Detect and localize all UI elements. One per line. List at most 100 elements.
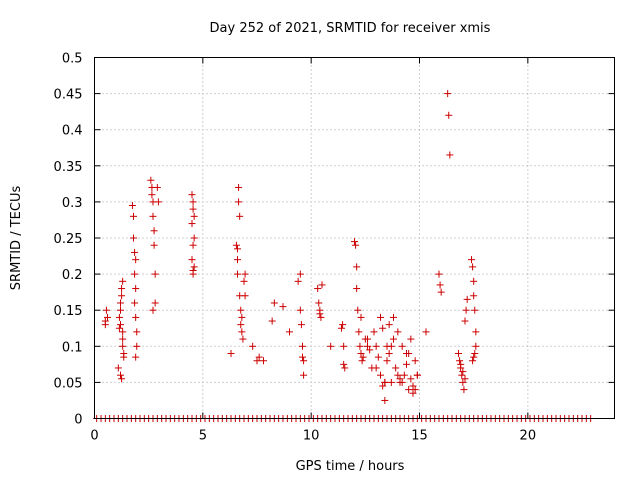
x-tick-label: 0 bbox=[90, 429, 98, 444]
data-point bbox=[364, 335, 371, 343]
data-point bbox=[150, 227, 158, 235]
data-point bbox=[235, 198, 243, 206]
data-point bbox=[341, 364, 349, 372]
data-point bbox=[387, 378, 395, 386]
data-point bbox=[379, 382, 387, 390]
data-point bbox=[461, 375, 469, 383]
data-point bbox=[286, 328, 293, 336]
y-tick-label: 0.2 bbox=[62, 268, 83, 283]
data-point bbox=[459, 368, 467, 376]
y-tick-label: 0.5 bbox=[62, 52, 83, 67]
data-point bbox=[400, 371, 408, 379]
data-point bbox=[351, 238, 358, 246]
data-point bbox=[114, 364, 122, 372]
data-point bbox=[117, 299, 124, 307]
data-point bbox=[353, 263, 361, 271]
data-point bbox=[133, 328, 141, 336]
data-point bbox=[238, 313, 246, 321]
data-point bbox=[131, 299, 139, 307]
data-point bbox=[148, 191, 156, 199]
y-tick-label: 0.1 bbox=[62, 340, 83, 355]
data-point bbox=[436, 281, 444, 289]
data-point bbox=[385, 350, 393, 358]
data-point bbox=[327, 342, 335, 350]
data-point bbox=[153, 183, 161, 191]
data-point bbox=[132, 353, 140, 361]
data-point bbox=[189, 205, 197, 213]
data-point bbox=[359, 353, 367, 361]
data-point bbox=[394, 371, 402, 379]
axis-ticks: 0 0.05 0.1 0.15 0.2 0.25 0.3 0.35 0.4 0.45 0.5 0 5 10… bbox=[54, 52, 615, 444]
data-point bbox=[132, 313, 140, 321]
data-point bbox=[413, 371, 421, 379]
grid-lines bbox=[94, 57, 615, 419]
data-point bbox=[189, 241, 197, 249]
data-point bbox=[241, 270, 249, 278]
data-point bbox=[117, 371, 124, 379]
data-point bbox=[372, 342, 380, 350]
data-point bbox=[236, 212, 244, 220]
data-point bbox=[407, 335, 415, 343]
data-point bbox=[117, 321, 124, 329]
data-point bbox=[394, 328, 402, 336]
data-point bbox=[338, 324, 345, 332]
data-point bbox=[469, 357, 477, 365]
plot-frame bbox=[94, 57, 615, 419]
data-point bbox=[444, 90, 452, 98]
data-point bbox=[381, 396, 389, 404]
data-point bbox=[149, 306, 157, 314]
data-point bbox=[470, 353, 478, 361]
y-tick-label: 0.3 bbox=[62, 196, 83, 211]
data-point bbox=[355, 328, 363, 336]
data-point bbox=[151, 270, 159, 278]
data-point bbox=[411, 386, 419, 394]
y-tick-label: 0.05 bbox=[54, 376, 83, 391]
data-point bbox=[300, 357, 308, 365]
data-point bbox=[299, 353, 306, 361]
data-point bbox=[422, 328, 430, 336]
data-point bbox=[101, 321, 109, 329]
data-point bbox=[463, 295, 471, 303]
data-point bbox=[253, 357, 261, 365]
data-point bbox=[241, 292, 249, 300]
data-point bbox=[102, 306, 110, 314]
data-point bbox=[235, 183, 243, 191]
data-point bbox=[318, 281, 326, 289]
data-point bbox=[131, 270, 139, 278]
data-point bbox=[190, 212, 198, 220]
data-point bbox=[461, 317, 469, 325]
data-point bbox=[403, 350, 410, 358]
data-point bbox=[357, 313, 365, 321]
data-point bbox=[314, 285, 322, 293]
data-point bbox=[472, 328, 480, 336]
data-point bbox=[279, 303, 287, 311]
data-point bbox=[409, 382, 417, 390]
data-point bbox=[456, 357, 464, 365]
y-tick-label: 0.15 bbox=[54, 304, 83, 319]
data-point bbox=[260, 357, 267, 365]
data-point bbox=[364, 342, 371, 350]
data-point bbox=[130, 212, 137, 220]
data-point bbox=[471, 350, 479, 358]
data-point bbox=[119, 277, 127, 285]
data-point bbox=[234, 245, 241, 253]
data-point bbox=[339, 321, 347, 329]
data-point bbox=[455, 350, 462, 358]
data-point bbox=[383, 357, 391, 365]
data-point bbox=[117, 306, 124, 314]
x-tick-label: 5 bbox=[199, 429, 207, 444]
data-point bbox=[409, 389, 417, 397]
data-point bbox=[130, 234, 137, 242]
data-points bbox=[93, 90, 595, 422]
data-point bbox=[150, 241, 158, 249]
data-point bbox=[119, 335, 127, 343]
x-tick-label: 20 bbox=[520, 429, 537, 444]
data-point bbox=[458, 371, 466, 379]
data-point bbox=[459, 378, 467, 386]
data-point bbox=[232, 241, 240, 249]
data-point bbox=[392, 364, 400, 372]
data-point bbox=[190, 234, 198, 242]
data-point bbox=[469, 263, 477, 271]
data-point bbox=[299, 342, 306, 350]
data-point bbox=[118, 292, 126, 300]
